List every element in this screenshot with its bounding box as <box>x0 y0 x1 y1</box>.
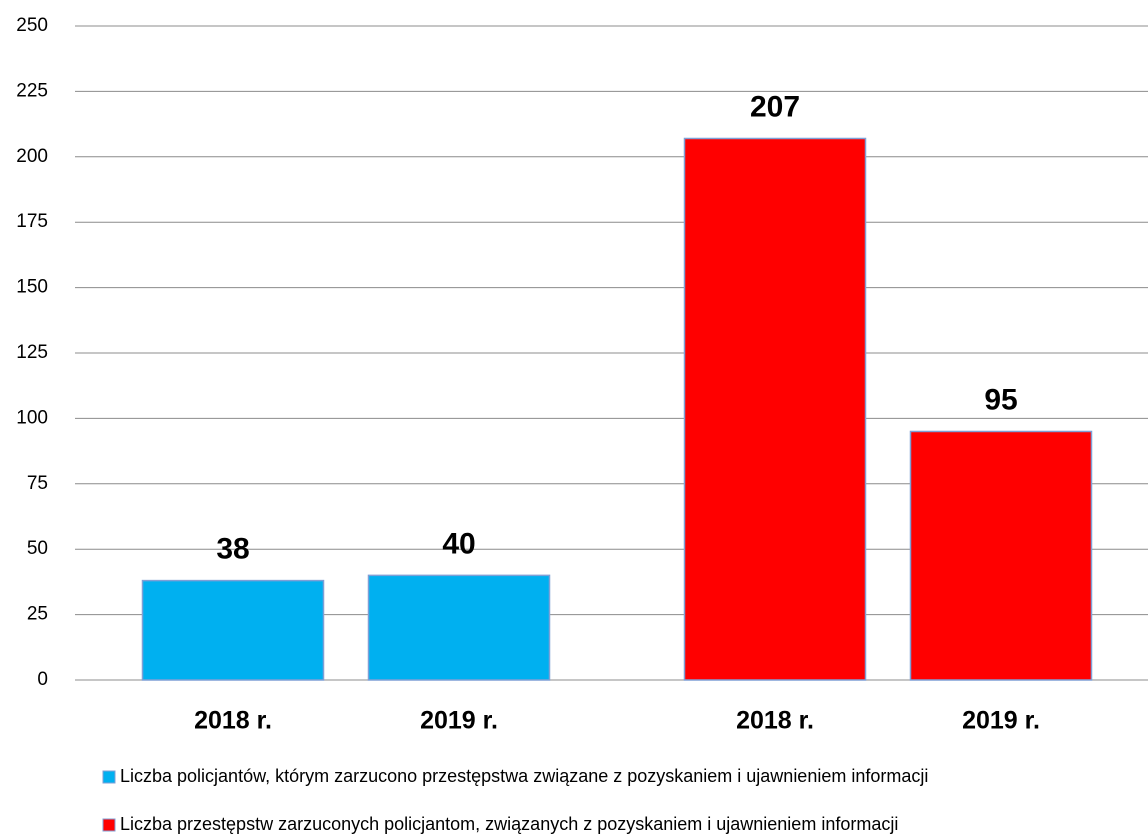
x-tick-label: 2019 r. <box>420 707 498 735</box>
y-tick-label: 125 <box>16 342 48 363</box>
x-tick-label: 2019 r. <box>962 707 1040 735</box>
bar <box>141 579 325 681</box>
data-label: 207 <box>750 90 800 123</box>
y-tick-label: 200 <box>16 146 48 167</box>
y-tick-label: 250 <box>16 15 48 36</box>
y-tick-label: 225 <box>16 80 48 101</box>
y-tick-label: 50 <box>27 538 48 559</box>
y-tick-label: 150 <box>16 277 48 298</box>
x-tick-label: 2018 r. <box>736 707 814 735</box>
bar <box>367 574 551 681</box>
data-label: 40 <box>442 527 475 560</box>
legend-swatch <box>102 770 116 784</box>
x-tick-label: 2018 r. <box>194 707 272 735</box>
bar <box>683 137 867 681</box>
data-label: 38 <box>216 533 249 566</box>
legend-label: Liczba policjantów, którym zarzucono prz… <box>120 766 928 786</box>
y-tick-label: 0 <box>37 669 48 690</box>
y-tick-label: 25 <box>27 604 48 625</box>
y-tick-label: 75 <box>27 473 48 494</box>
legend-label: Liczba przestępstw zarzuconych policjant… <box>120 814 898 834</box>
y-tick-label: 100 <box>16 407 48 428</box>
bar <box>909 430 1093 681</box>
y-tick-label: 175 <box>16 211 48 232</box>
legend-swatch <box>102 818 116 832</box>
data-label: 95 <box>984 383 1017 416</box>
